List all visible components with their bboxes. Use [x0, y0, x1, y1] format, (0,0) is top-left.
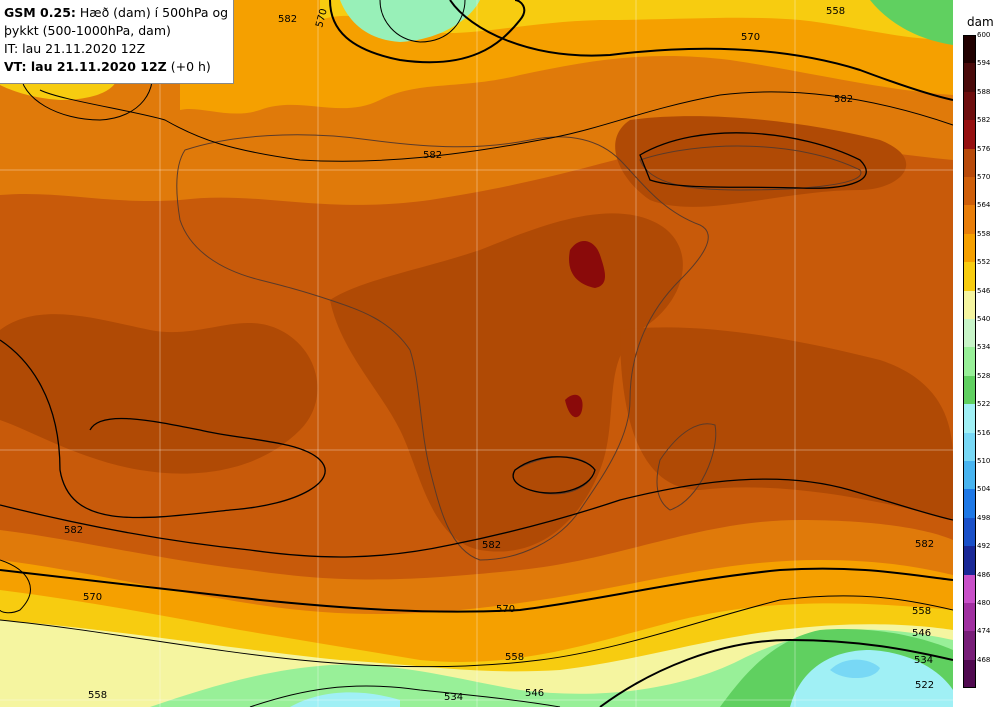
- description-line2: þykkt (500-1000hPa, dam): [4, 23, 171, 38]
- contour-label: 522: [915, 680, 934, 691]
- colorbar-swatch: [963, 290, 976, 319]
- field-north-paleyellow: [320, 0, 953, 40]
- colorbar-tick-label: 594: [977, 59, 991, 68]
- contour-label: 582: [64, 525, 83, 536]
- field-north-green-ne: [870, 0, 953, 45]
- colorbar-swatch: [963, 659, 976, 689]
- contour-label: 582: [423, 150, 442, 161]
- field-south-cyan: [790, 650, 953, 707]
- colorbar-swatch: [963, 546, 976, 575]
- colorbar-swatch: [963, 120, 976, 149]
- field-north-green: [340, 0, 480, 42]
- forecast-offset: (+0 h): [170, 59, 211, 74]
- colorbar-swatch: [963, 631, 976, 660]
- colorbar-swatch: [963, 63, 976, 92]
- field-core-west: [0, 314, 318, 474]
- colorbar-tick-label: 474: [977, 627, 991, 636]
- weather-map: 582 570 558 570 582 582 582 582 582 570 …: [0, 0, 953, 707]
- contour-label: 558: [88, 690, 107, 701]
- colorbar-swatch: [963, 603, 976, 632]
- contour-label: 582: [915, 539, 934, 550]
- colorbar-tick-label: 486: [977, 570, 991, 579]
- colorbar-tick-label: 528: [977, 371, 991, 380]
- colorbar-tick-label: 516: [977, 428, 991, 437]
- colorbar-swatch: [963, 375, 976, 405]
- colorbar-tick-label: 492: [977, 542, 991, 551]
- model-description: GSM 0.25: Hæð (dam) í 500hPa og: [4, 4, 229, 22]
- colorbar-swatch: [963, 489, 976, 518]
- colorbar: dam 600 594 588 582 576 570 564 558 552 546 540 534…: [953, 0, 1000, 707]
- contour-label: 570: [314, 7, 330, 28]
- colorbar-swatch: [963, 574, 976, 603]
- colorbar-swatch: [963, 148, 976, 177]
- colorbar-tick-label: 558: [977, 229, 991, 238]
- contour-label: 534: [914, 655, 933, 666]
- contour-label: 558: [505, 652, 524, 663]
- contour-label: 570: [496, 604, 515, 615]
- colorbar-swatch: [963, 177, 976, 206]
- colorbar-tick-label: 570: [977, 173, 991, 181]
- contour-label: 558: [912, 606, 931, 617]
- colorbar-tick-label: 480: [977, 599, 991, 607]
- colorbar-tick-label: 588: [977, 87, 991, 96]
- colorbar-swatch: [963, 432, 976, 461]
- model-name: GSM 0.25:: [4, 5, 76, 20]
- colorbar-tick-label: 546: [977, 286, 991, 295]
- colorbar-tick-label: 468: [977, 655, 991, 664]
- colorbar-swatch: [963, 347, 976, 376]
- contour-label: 558: [826, 6, 845, 17]
- colorbar-tick-label: 522: [977, 400, 991, 409]
- colorbar-tick-label: 540: [977, 315, 991, 323]
- colorbar-tick-label: 582: [977, 116, 991, 125]
- field-south-blue: [830, 659, 880, 679]
- valid-time-label: VT: lau 21.11.2020 12Z: [4, 59, 167, 74]
- contour-label: 582: [482, 540, 501, 551]
- contour-label: 582: [834, 94, 853, 105]
- valid-time: VT: lau 21.11.2020 12Z (+0 h): [4, 58, 229, 76]
- colorbar-tick-label: 534: [977, 343, 991, 352]
- contour-label: 570: [83, 592, 102, 603]
- colorbar-swatch: [963, 517, 976, 547]
- colorbar-tick-label: 498: [977, 513, 991, 522]
- contour-label: 546: [912, 628, 931, 639]
- colorbar-swatch: [963, 35, 976, 64]
- contour-labels: 582 570 558 570 582 582 582 582 582 570 …: [64, 6, 934, 703]
- colorbar-swatch: [963, 205, 976, 234]
- colorbar-swatch: [963, 233, 976, 263]
- field-core-east: [620, 327, 953, 520]
- colorbar-swatch: [963, 319, 976, 348]
- colorbar-tick-label: 504: [977, 485, 991, 494]
- description-line1: Hæð (dam) í 500hPa og: [79, 5, 229, 20]
- colorbar-unit: dam: [967, 15, 994, 29]
- field-south-cyan2: [290, 692, 400, 707]
- colorbar-swatch: [963, 404, 976, 433]
- colorbar-tick-label: 510: [977, 457, 991, 465]
- contour-label: 570: [741, 32, 760, 43]
- field-max-1: [569, 240, 605, 288]
- field-max-2: [565, 394, 583, 418]
- contour-label: 582: [278, 14, 297, 25]
- field-core-central: [330, 213, 683, 552]
- colorbar-tick-label: 576: [977, 144, 991, 153]
- colorbar-swatch: [963, 461, 976, 490]
- colorbar-tick-label: 564: [977, 201, 991, 210]
- colorbar-swatch: [963, 91, 976, 121]
- colorbar-swatch: [963, 262, 976, 291]
- colorbar-tick-label: 552: [977, 258, 991, 267]
- initial-time: IT: lau 21.11.2020 12Z: [4, 41, 146, 56]
- contour-label: 546: [525, 688, 544, 699]
- colorbar-tick-label: 600: [977, 31, 991, 39]
- map-info-box: GSM 0.25: Hæð (dam) í 500hPa og þykkt (5…: [0, 0, 234, 84]
- contour-label: 534: [444, 692, 463, 703]
